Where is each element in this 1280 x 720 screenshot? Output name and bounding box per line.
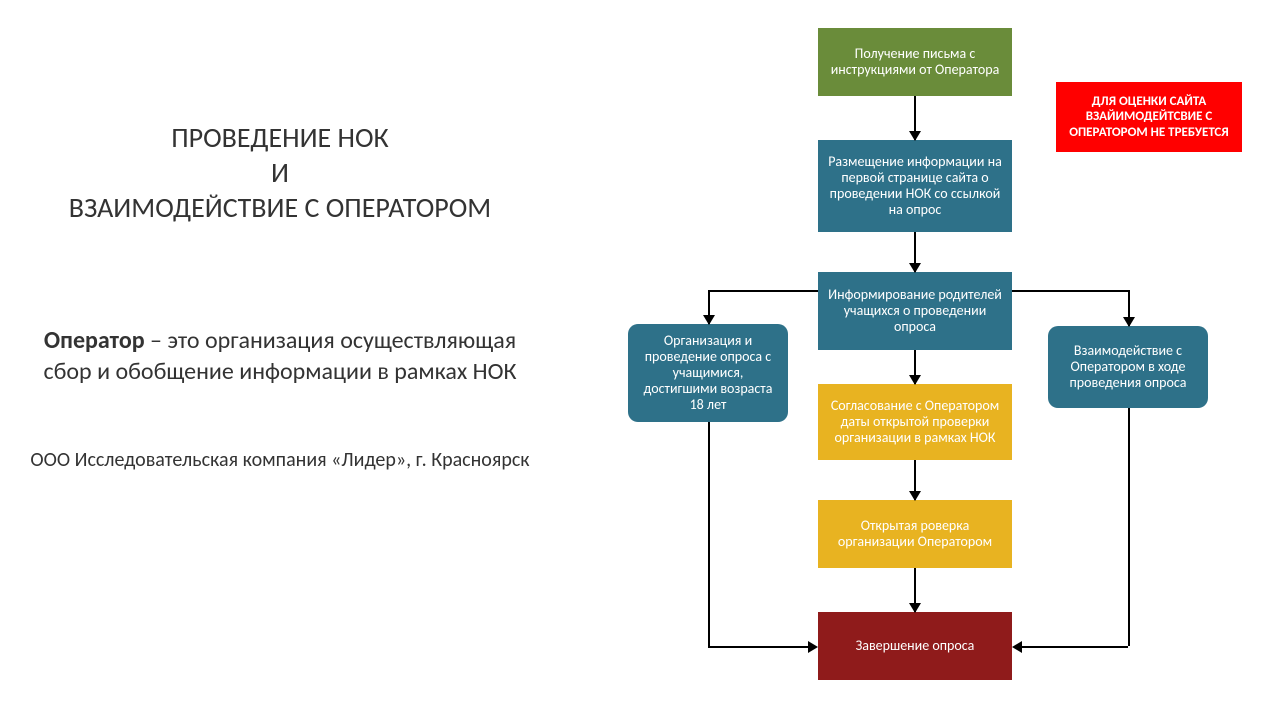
arrow-down-4	[914, 568, 916, 612]
branch-top-right-h	[1012, 290, 1128, 292]
branch-bot-right-head	[1012, 641, 1022, 653]
arrow-down-2	[914, 350, 916, 384]
branch-bot-left-v	[708, 422, 710, 646]
node-n2: Размещение информации на первой странице…	[818, 140, 1012, 232]
branch-top-right-v	[1128, 290, 1130, 326]
branch-bot-left-h	[708, 646, 810, 648]
branch-top-left-h	[708, 290, 818, 292]
page-title: ПРОВЕДЕНИЕ НОК И ВЗАИМОДЕЙСТВИЕ С ОПЕРАТ…	[30, 120, 530, 225]
node-n4: Организация и проведение опроса с учащим…	[628, 324, 788, 422]
node-n1: Получение письма с инструкциями от Опера…	[818, 28, 1012, 96]
title-line-3: ВЗАИМОДЕЙСТВИЕ С ОПЕРАТОРОМ	[30, 190, 530, 225]
node-n6: Согласование с Оператором даты открытой …	[818, 384, 1012, 460]
node-n5: Взаимодействие с Оператором в ходе прове…	[1048, 326, 1208, 408]
branch-top-left-v	[708, 290, 710, 324]
notice-box: ДЛЯ ОЦЕНКИ САЙТА ВЗАЙИМОДЕЙТСВИЕ С ОПЕРА…	[1056, 82, 1242, 152]
left-column: ПРОВЕДЕНИЕ НОК И ВЗАИМОДЕЙСТВИЕ С ОПЕРАТ…	[30, 120, 530, 473]
company-info: ООО Исследовательская компания «Лидер», …	[30, 447, 530, 473]
arrow-down-0	[914, 96, 916, 140]
node-n8: Завершение опроса	[818, 612, 1012, 680]
arrow-down-3	[914, 460, 916, 500]
flowchart: Получение письма с инструкциями от Опера…	[560, 0, 1280, 720]
title-line-1: ПРОВЕДЕНИЕ НОК	[30, 120, 530, 155]
arrow-down-1	[914, 232, 916, 272]
branch-bot-right-h	[1020, 646, 1128, 648]
definition-term: Оператор	[44, 326, 145, 355]
node-n7: Открытая роверка организации Оператором	[818, 500, 1012, 568]
node-n3: Информирование родителей учащихся о пров…	[818, 272, 1012, 350]
operator-definition: Оператор – это организация осуществляюща…	[30, 325, 530, 387]
branch-bot-right-v	[1128, 408, 1130, 646]
branch-bot-left-head	[808, 641, 818, 653]
title-line-2: И	[30, 155, 530, 190]
